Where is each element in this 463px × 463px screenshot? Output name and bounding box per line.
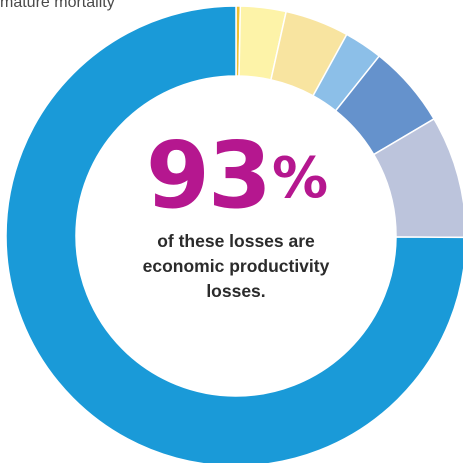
headline-value: 93: [145, 122, 272, 229]
headline-unit: %: [271, 146, 328, 211]
center-caption-line: economic productivity: [142, 256, 330, 276]
center-caption: of these losses are economic productivit…: [96, 229, 376, 304]
top-caption: mature mortality: [0, 0, 115, 11]
donut-segment-7: [5, 5, 463, 463]
center-caption-line: of these losses are: [157, 231, 315, 251]
headline-percentage: 93%: [96, 128, 376, 227]
center-label: 93% of these losses are economic product…: [96, 128, 376, 304]
center-caption-line: losses.: [206, 281, 266, 301]
